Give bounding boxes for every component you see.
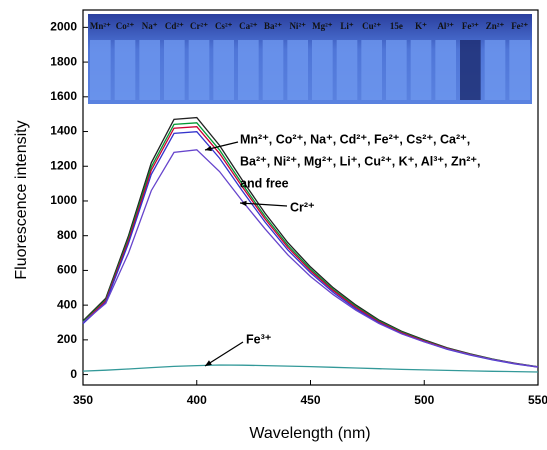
x-tick-label: 350 [73,393,93,407]
vial-label: Fe²⁺ [511,21,528,31]
y-axis-title: Fluorescence intensity [13,120,30,279]
inset-photo [88,14,532,104]
vial-label: Na⁺ [142,21,158,31]
vial [386,40,407,100]
vial-label: Cd²⁺ [165,21,184,31]
x-tick-label: 400 [187,393,207,407]
arrow [204,341,244,367]
vial [336,40,358,100]
x-tick-label: 550 [528,393,547,407]
vial [287,40,308,100]
vial-label: Co²⁺ [116,21,135,31]
vial [90,40,111,100]
vial-label: Zn²⁺ [486,21,505,31]
vial [460,40,481,100]
y-tick-label: 1400 [50,124,77,138]
vial [312,40,333,100]
y-tick-label: 400 [57,297,77,311]
y-tick-label: 600 [57,263,77,277]
vial [509,40,530,100]
annotation: Mn²⁺, Co²⁺, Na⁺, Cd²⁺, Fe²⁺, Cs²⁺, Ca²⁺, [240,132,470,146]
vial-label: Mn²⁺ [90,21,111,31]
x-tick-label: 450 [300,393,320,407]
annotation: Fe³⁺ [246,332,272,346]
y-tick-label: 1200 [50,158,77,172]
y-tick-label: 1000 [50,193,77,207]
vial-label: Cr²⁺ [190,21,208,31]
vial-label: Cs²⁺ [215,21,233,31]
annotation: Cr²⁺ [290,200,315,214]
vial-label: 15e [390,21,403,31]
vial [410,40,432,100]
y-tick-label: 800 [57,228,77,242]
arrow-head [205,360,212,366]
vial-label: Ni²⁺ [289,21,306,31]
vial [238,40,259,100]
y-tick-label: 0 [70,367,77,381]
y-tick-label: 1800 [50,54,77,68]
vial [164,40,185,100]
vial [139,40,160,100]
annotation: and free [240,176,289,190]
vial-label: Ba²⁺ [264,21,282,31]
vial [262,40,284,100]
vial-label: Al³⁺ [437,21,454,31]
arrow [239,202,288,207]
vial [361,40,382,100]
annotation: Ba²⁺, Ni²⁺, Mg²⁺, Li⁺, Cu²⁺, K⁺, Al³⁺, Z… [240,154,481,168]
vial [213,40,234,100]
vial [435,40,456,100]
spectrum-line [82,364,539,373]
vial-label: Ca²⁺ [239,21,258,31]
vial-label: Fe³⁺ [462,21,479,31]
vial-label: Li⁺ [340,21,354,31]
vial [114,40,136,100]
vial [188,40,210,100]
x-axis-title: Wavelength (nm) [249,425,370,442]
spectrum-line [82,149,539,368]
y-tick-label: 2000 [50,20,77,34]
vial-label: K⁺ [415,21,427,31]
vial-label: Mg²⁺ [312,21,333,31]
x-tick-label: 500 [414,393,434,407]
vial-label: Cu²⁺ [362,21,381,31]
arrow-head [205,145,212,152]
arrow-head [240,200,247,207]
y-tick-label: 1600 [50,89,77,103]
vial [484,40,506,100]
y-tick-label: 200 [57,332,77,346]
